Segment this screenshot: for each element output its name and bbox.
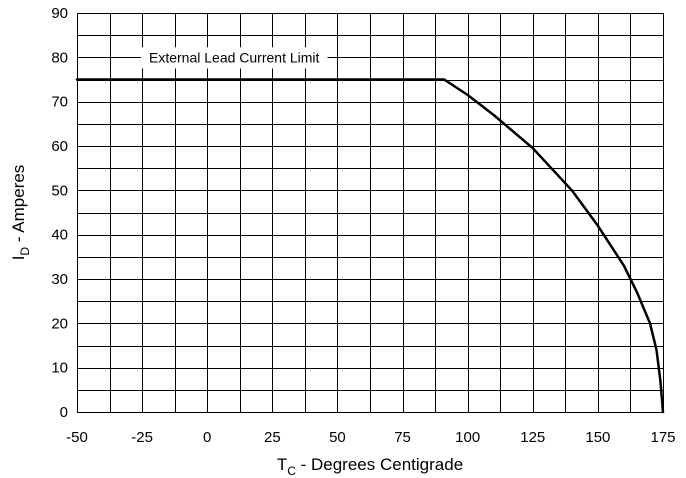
y-tick-label: 90 [51,5,68,22]
y-tick-label: 70 [51,94,68,111]
y-tick-labels: 0 10 20 30 40 50 60 70 80 90 [51,5,68,421]
y-tick-label: 60 [51,138,68,155]
y-tick-label: 10 [51,360,68,377]
plot-frame [77,13,664,413]
annotation-label: External Lead Current Limit [149,49,320,65]
y-tick-label: 30 [51,271,68,288]
y-axis-label-rest: - Amperes [9,165,28,247]
x-tick-label: 50 [329,429,346,446]
x-axis-label-rest: - Degrees Centigrade [296,455,463,474]
y-axis-label-subscript: D [18,247,32,256]
y-axis-label: ID - Amperes [9,165,32,261]
x-tick-label: 175 [650,429,675,446]
x-tick-label: 100 [455,429,480,446]
series-line [75,78,665,414]
grid-lines [77,13,664,413]
y-tick-label: 80 [51,49,68,66]
x-tick-label: -25 [131,429,153,446]
x-axis-label: TC - Degrees Centigrade [277,455,463,478]
y-tick-label: 0 [60,404,68,421]
x-tick-labels: -50 -25 0 25 50 75 100 125 150 175 [66,429,675,446]
x-tick-label: 25 [264,429,281,446]
x-tick-label: -50 [66,429,88,446]
x-axis-label-main: T [277,455,287,474]
y-tick-label: 20 [51,315,68,332]
y-axis-label-main: I [9,256,28,261]
x-tick-label: 0 [203,429,211,446]
x-axis-label-subscript: C [287,464,296,478]
y-tick-label: 50 [51,182,68,199]
x-tick-label: 75 [394,429,411,446]
annotation-background [141,47,328,69]
x-tick-label: 150 [585,429,610,446]
y-tick-label: 40 [51,227,68,244]
x-tick-label: 125 [520,429,545,446]
